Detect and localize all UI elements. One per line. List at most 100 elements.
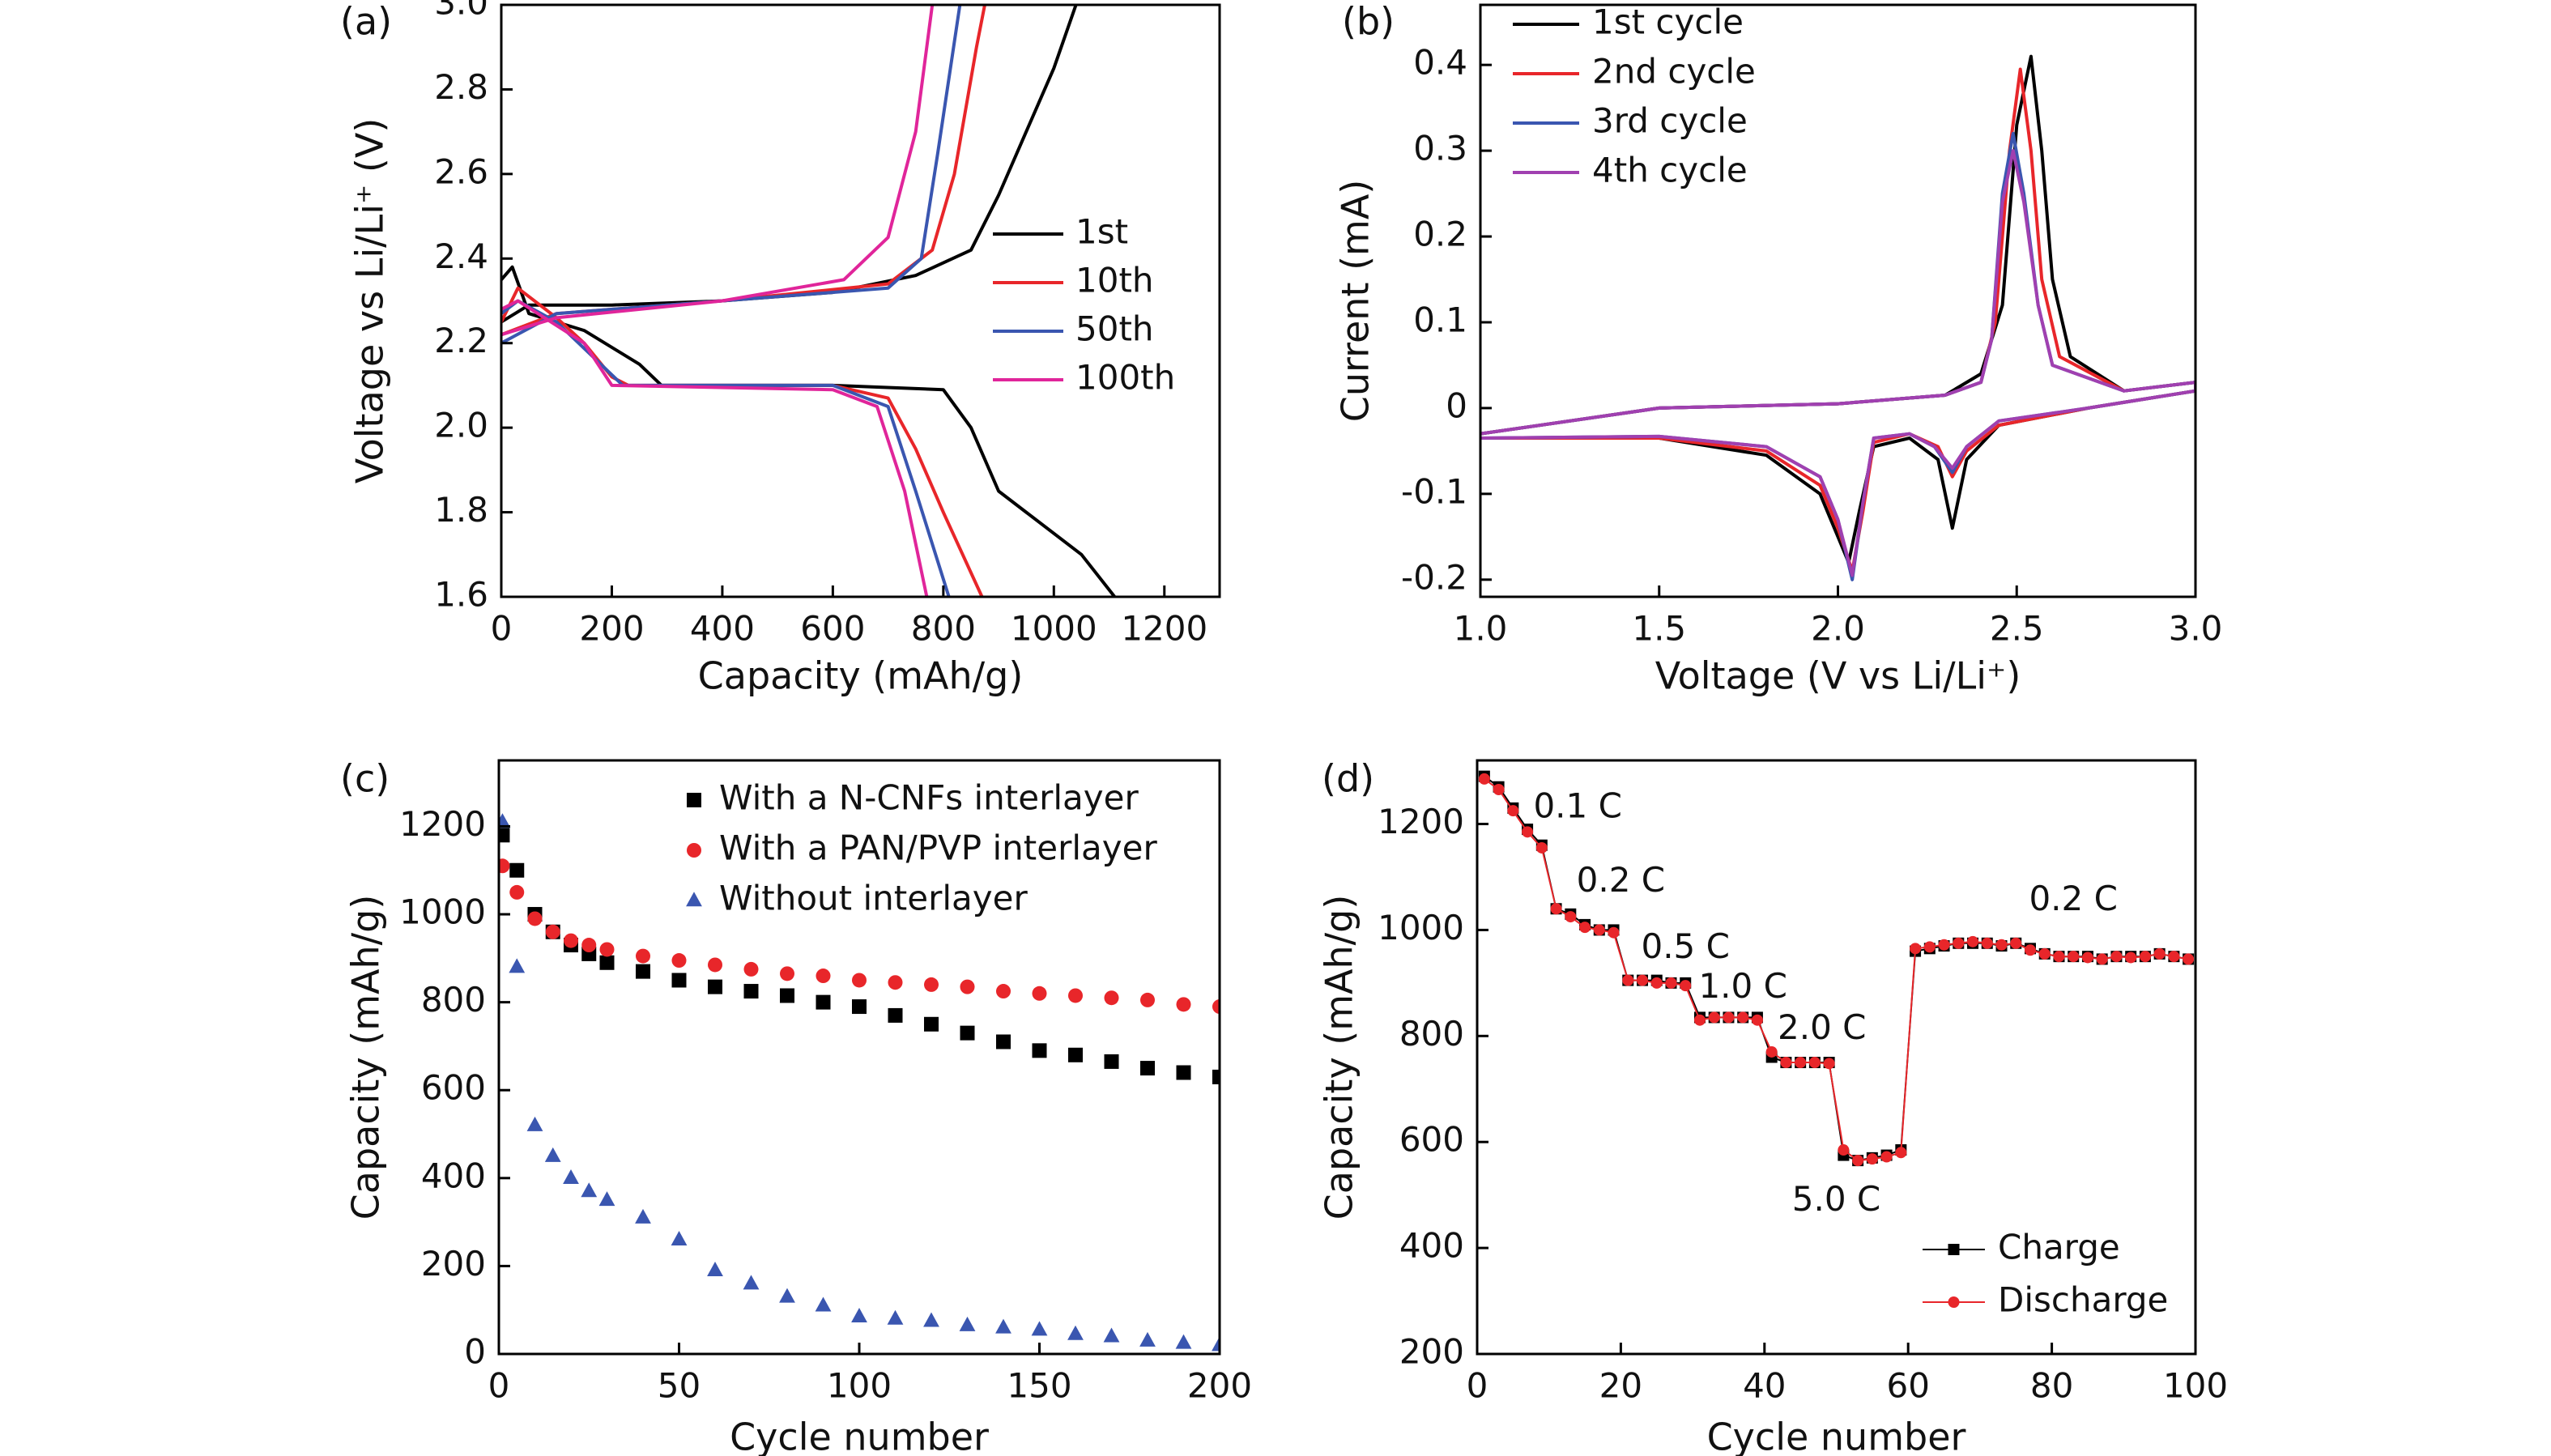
marker (780, 966, 794, 981)
x-axis-label: Cycle number (1707, 1416, 1966, 1456)
marker (671, 1231, 688, 1246)
marker (599, 942, 615, 957)
marker (509, 884, 525, 900)
x-tick-label: 40 (1743, 1366, 1786, 1406)
marker (1593, 924, 1605, 936)
marker (1880, 1151, 1893, 1163)
marker (1032, 1043, 1047, 1058)
marker (2096, 953, 2108, 965)
marker (599, 955, 615, 970)
legend-label: 100th (1075, 358, 1175, 398)
marker (1103, 1327, 1120, 1343)
annotation: 0.2 C (2029, 879, 2117, 918)
marker (1948, 1244, 1960, 1255)
y-tick-label: 0 (464, 1332, 486, 1372)
series-line (1484, 778, 2189, 1162)
series-line (501, 5, 1116, 597)
y-tick-label: 1.8 (434, 490, 488, 530)
marker (544, 1147, 561, 1162)
legend-label: 1st (1075, 212, 1128, 252)
y-tick-label: 600 (421, 1068, 486, 1108)
y-tick-label: 2.6 (434, 151, 488, 191)
panel-label: (a) (340, 0, 392, 44)
x-tick-label: 2.5 (1990, 609, 2044, 649)
plot-frame (1476, 759, 2197, 1356)
series-line (501, 5, 935, 597)
legend-label: With a PAN/PVP interlayer (719, 828, 1157, 868)
marker (1995, 939, 2008, 951)
y-tick-label: 2.2 (434, 321, 488, 360)
y-axis-label: Voltage vs Li/Li⁺ (V) (348, 118, 392, 484)
marker (581, 938, 597, 953)
x-tick-label: 80 (2030, 1366, 2073, 1406)
y-tick-label: 0.1 (1413, 300, 1467, 339)
y-tick-label: 200 (421, 1244, 486, 1284)
marker (816, 969, 831, 984)
marker (2038, 947, 2051, 960)
marker (1665, 977, 1677, 989)
marker (743, 984, 759, 999)
marker (888, 1007, 903, 1023)
marker (1622, 974, 1634, 986)
marker (960, 1025, 975, 1041)
marker (1139, 1331, 1156, 1347)
marker (2153, 947, 2166, 960)
y-tick-label: 200 (1399, 1332, 1464, 1372)
marker (2053, 951, 2065, 963)
marker (2139, 951, 2151, 963)
legend-label: 10th (1075, 261, 1154, 300)
y-axis-label: Capacity (mAh/g) (1318, 895, 1361, 1220)
x-axis-label: Capacity (mAh/g) (698, 654, 1024, 698)
marker (1923, 941, 1936, 953)
marker (526, 1116, 543, 1131)
marker (1176, 1065, 1191, 1080)
marker (1953, 937, 1965, 949)
x-tick-label: 50 (658, 1366, 701, 1406)
marker (1948, 1296, 1960, 1308)
x-tick-label: 1.5 (1632, 609, 1686, 649)
y-tick-label: 1000 (1378, 908, 1464, 947)
marker (996, 984, 1011, 999)
marker (852, 999, 867, 1015)
x-tick-label: 800 (911, 609, 976, 649)
marker (2168, 951, 2180, 963)
marker (996, 1034, 1011, 1049)
x-tick-label: 1000 (1011, 609, 1097, 649)
marker (1104, 990, 1119, 1006)
marker (708, 957, 722, 973)
marker (779, 1288, 795, 1303)
marker (707, 1262, 723, 1277)
annotation: 0.2 C (1577, 860, 1665, 900)
panel (499, 813, 1220, 1352)
marker (1780, 1057, 1792, 1069)
marker (1967, 935, 1979, 947)
marker (1507, 805, 1519, 817)
marker (1637, 974, 1649, 986)
panel-label: (d) (1322, 757, 1374, 801)
marker (959, 1316, 976, 1331)
y-tick-label: 600 (1399, 1120, 1464, 1160)
marker (1068, 988, 1083, 1003)
annotation: 0.1 C (1533, 785, 1621, 825)
marker (1032, 986, 1047, 1001)
series-line (1480, 67, 2195, 573)
marker (1823, 1058, 1835, 1070)
marker (743, 1275, 760, 1290)
marker (1493, 783, 1505, 795)
y-axis-label: Current (mA) (1334, 180, 1378, 423)
marker (509, 862, 525, 878)
marker (1751, 1014, 1763, 1026)
marker (687, 793, 701, 807)
marker (509, 958, 526, 973)
x-axis-label: Cycle number (730, 1416, 989, 1456)
annotation: 2.0 C (1778, 1007, 1866, 1047)
marker (499, 813, 511, 828)
marker (1212, 1336, 1220, 1352)
y-tick-label: 0.3 (1413, 129, 1467, 168)
marker (1565, 911, 1577, 923)
marker (563, 1169, 579, 1185)
x-axis-label: Voltage (V vs Li/Li⁺) (1655, 654, 2021, 698)
y-axis-label: Capacity (mAh/g) (344, 895, 388, 1220)
x-tick-label: 100 (827, 1366, 892, 1406)
